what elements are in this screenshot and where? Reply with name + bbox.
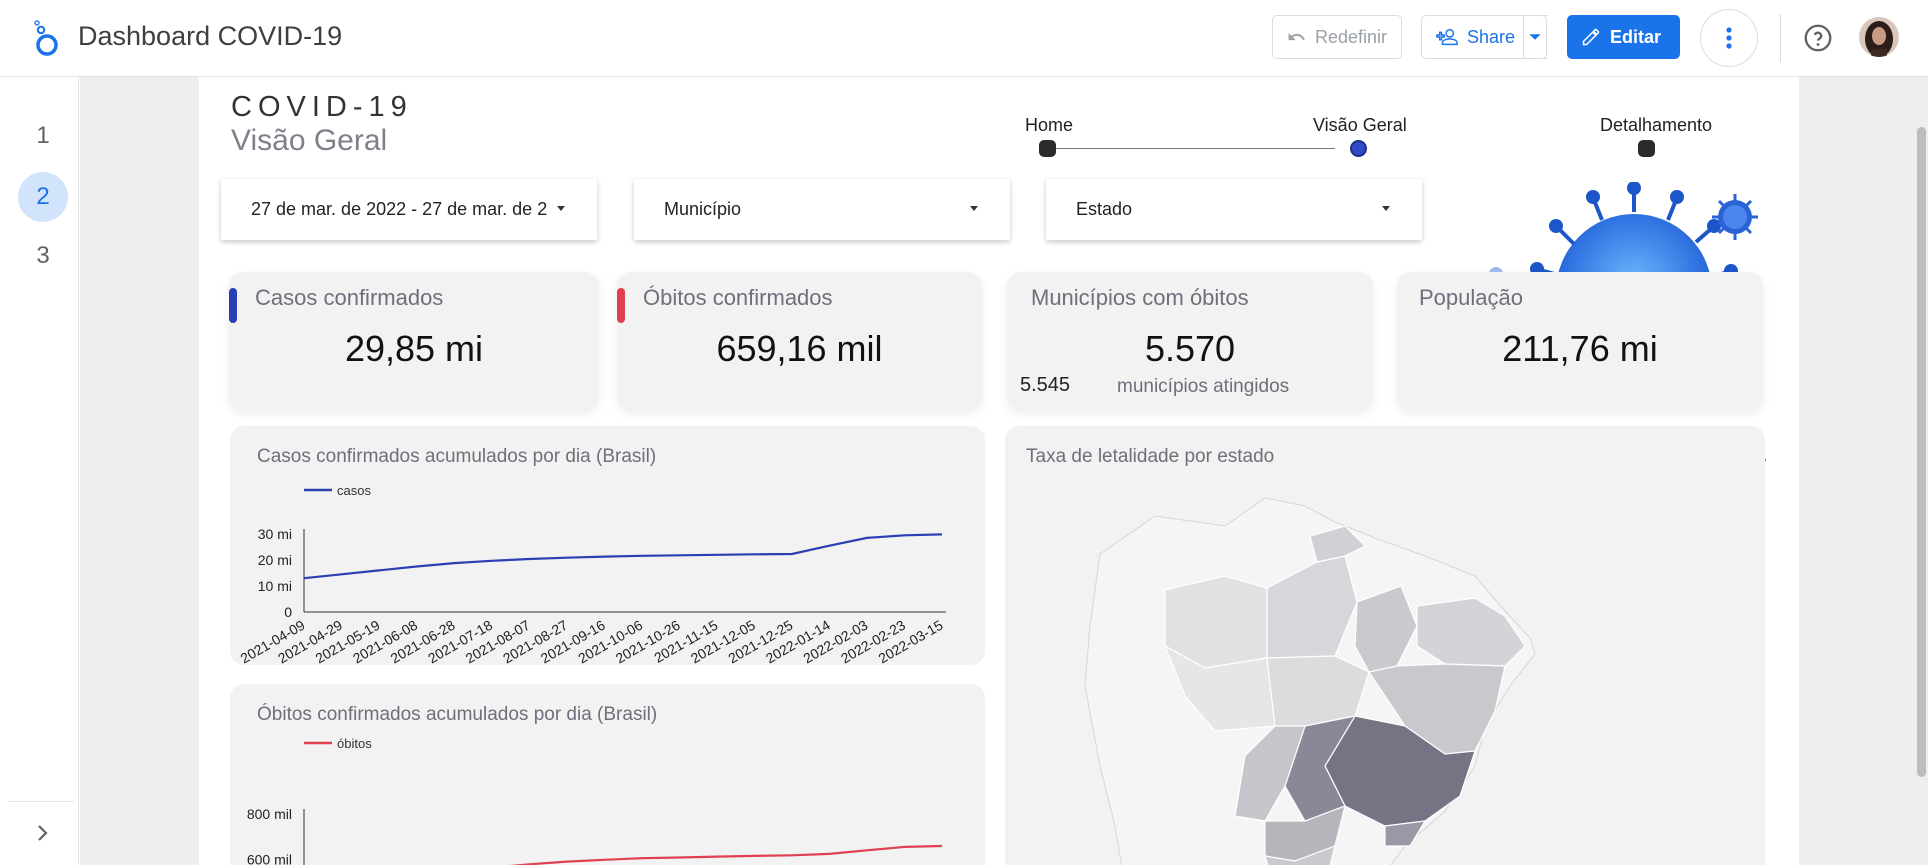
series-line (509, 844, 943, 865)
scorecard-value: 211,76 mi (1502, 328, 1658, 369)
nav-detail-dot[interactable] (1638, 140, 1655, 157)
y-tick-label: 600 mil (247, 851, 292, 865)
brazil-choropleth-map[interactable] (1005, 426, 1765, 865)
more-options-button[interactable] (1700, 9, 1758, 67)
page-2-button[interactable]: 2 (18, 172, 68, 222)
state-amapa-roraima[interactable] (1309, 525, 1367, 563)
series-line (303, 533, 943, 580)
scorecard-municipios: Municípios com óbitos 5.570 5.545 municí… (1007, 272, 1373, 410)
casos-color-bar (229, 288, 237, 323)
arrow-drop-down-icon (1529, 34, 1541, 40)
legend-label: casos (337, 483, 371, 498)
scorecard-label: Municípios com óbitos (1031, 285, 1249, 310)
scorecard-populacao: População 211,76 mi (1397, 272, 1763, 410)
scorecard-obitos: Óbitos confirmados 659,16 mil (617, 272, 982, 410)
y-tick-label: 800 mil (247, 806, 292, 822)
date-range-filter[interactable]: 27 de mar. de 2022 - 27 de mar. de 2 (221, 179, 597, 240)
deaths-chart-card: Óbitos confirmados acumulados por dia (B… (230, 684, 985, 865)
chart-title: Taxa de letalidade por estado (1026, 446, 1275, 467)
page-1-button[interactable]: 1 (36, 122, 50, 149)
y-tick-label: 0 (284, 604, 292, 620)
obitos-color-bar (617, 288, 625, 323)
top-app-bar: Dashboard COVID-19 Redefinir Share Edita… (0, 0, 1928, 77)
toolbar-divider (1780, 14, 1781, 62)
vertical-scrollbar[interactable] (1917, 127, 1926, 777)
more-vertical-icon (1726, 27, 1732, 49)
undo-icon (1288, 33, 1305, 41)
date-range-value: 27 de mar. de 2022 - 27 de mar. de 2 (251, 199, 548, 219)
scorecard-label: Óbitos confirmados (643, 285, 833, 310)
caret-down-icon (970, 206, 978, 211)
scorecard-label: População (1419, 285, 1523, 310)
reset-button[interactable]: Redefinir (1272, 15, 1402, 59)
chart-title: Casos confirmados acumulados por dia (Br… (257, 446, 657, 467)
share-dropdown-button[interactable] (1523, 15, 1547, 59)
scorecard-value: 29,85 mi (344, 328, 484, 369)
y-tick-label: 10 mi (258, 578, 292, 594)
nav-home-label[interactable]: Home (1025, 115, 1074, 135)
chart-title: Óbitos confirmados acumulados por dia (B… (257, 704, 658, 725)
report-title[interactable]: Dashboard COVID-19 (78, 21, 343, 51)
help-icon[interactable] (1804, 24, 1832, 52)
reset-label: Redefinir (1314, 26, 1387, 47)
lethality-map-card: Taxa de letalidade por estado (1005, 426, 1765, 865)
scorecard-label: Casos confirmados (255, 285, 444, 310)
chevron-right-icon[interactable] (30, 821, 54, 845)
legend-label: óbitos (337, 736, 372, 751)
add-person-icon (1436, 28, 1458, 46)
page-nav-line (1047, 148, 1335, 149)
edit-button[interactable]: Editar (1567, 15, 1680, 59)
cases-chart-card: Casos confirmados acumulados por dia (Br… (230, 426, 985, 665)
caret-down-icon (557, 206, 565, 211)
scorecard-foot-label: municípios atingidos (1117, 376, 1290, 397)
looker-studio-logo-icon[interactable] (30, 18, 64, 58)
scorecard-value: 5.570 (1144, 328, 1236, 369)
page-heading: COVID-19 (231, 91, 413, 123)
estado-filter[interactable]: Estado (1046, 179, 1422, 240)
nav-home-dot[interactable] (1039, 140, 1056, 157)
scorecard-casos: Casos confirmados 29,85 mi (229, 272, 599, 410)
share-label: Share (1467, 26, 1516, 47)
pencil-icon (1582, 28, 1600, 46)
y-tick-label: 30 mi (258, 526, 292, 542)
state-goias-tocantins[interactable] (1266, 655, 1370, 727)
scorecard-foot-value: 5.545 (1020, 374, 1071, 396)
state-nordeste[interactable] (1416, 597, 1526, 667)
nav-overview-label[interactable]: Visão Geral (1313, 115, 1407, 135)
report-page: COVID-19 Visão Geral Home Visão Geral De… (199, 77, 1799, 865)
estado-filter-label: Estado (1076, 199, 1133, 219)
municipio-filter[interactable]: Município (634, 179, 1010, 240)
user-avatar[interactable] (1859, 17, 1899, 57)
scorecard-value: 659,16 mil (716, 328, 883, 369)
state-rio-de-janeiro[interactable] (1384, 820, 1427, 847)
nav-overview-dot[interactable] (1350, 140, 1367, 157)
nav-detail-label[interactable]: Detalhamento (1600, 115, 1713, 135)
state-rio-grande-do-sul[interactable] (1264, 845, 1336, 865)
rail-divider (8, 801, 74, 802)
edit-label: Editar (1610, 26, 1662, 47)
caret-down-icon (1382, 206, 1390, 211)
page-3-button[interactable]: 3 (36, 242, 50, 269)
page-subheading: Visão Geral (231, 124, 388, 157)
virus-small-icon (1712, 194, 1758, 240)
y-tick-label: 20 mi (258, 552, 292, 568)
page-navigation-rail: 1 2 3 (0, 77, 79, 865)
municipio-filter-label: Município (664, 199, 742, 219)
